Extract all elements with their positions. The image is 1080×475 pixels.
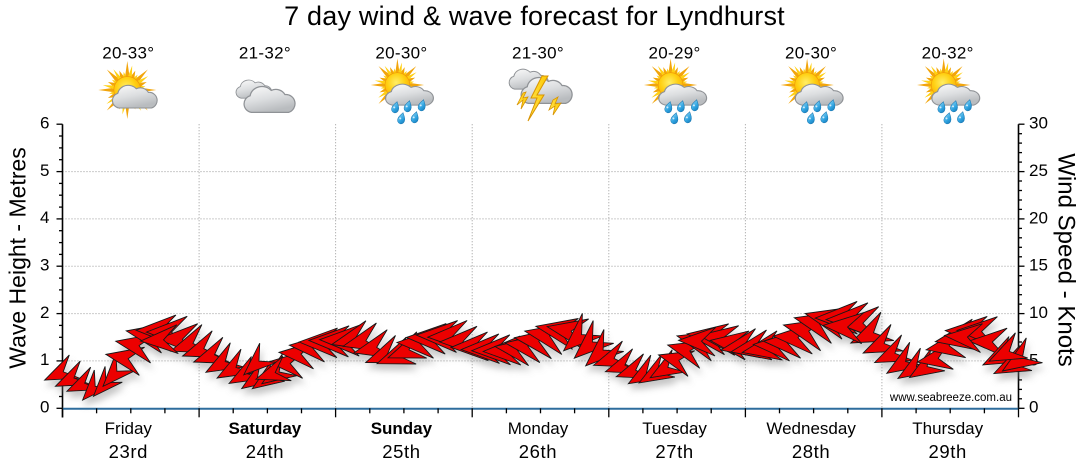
svg-text:29th: 29th	[928, 441, 966, 462]
svg-text:5: 5	[1029, 350, 1038, 369]
svg-text:20-29°: 20-29°	[649, 44, 701, 63]
svg-text:www.seabreeze.com.au: www.seabreeze.com.au	[889, 392, 1012, 404]
svg-text:20: 20	[1029, 208, 1048, 227]
svg-text:25th: 25th	[382, 441, 420, 462]
svg-text:3: 3	[40, 255, 49, 274]
svg-text:5: 5	[40, 161, 49, 180]
svg-text:27th: 27th	[655, 441, 693, 462]
svg-text:23rd: 23rd	[109, 441, 148, 462]
svg-text:0: 0	[1029, 398, 1038, 417]
svg-text:Saturday: Saturday	[229, 419, 302, 438]
svg-text:Monday: Monday	[508, 419, 569, 438]
svg-text:1: 1	[40, 350, 49, 369]
svg-text:Wave Height - Metres: Wave Height - Metres	[5, 147, 31, 369]
svg-text:4: 4	[40, 208, 49, 227]
svg-text:21-32°: 21-32°	[239, 44, 291, 63]
svg-text:6: 6	[40, 113, 49, 132]
svg-text:28th: 28th	[792, 441, 830, 462]
svg-text:2: 2	[40, 303, 49, 322]
svg-text:20-30°: 20-30°	[375, 44, 427, 63]
svg-text:7 day wind & wave forecast for: 7 day wind & wave forecast for Lyndhurst	[284, 1, 785, 31]
svg-text:20-32°: 20-32°	[922, 44, 974, 63]
svg-text:Tuesday: Tuesday	[642, 419, 707, 438]
svg-text:24th: 24th	[246, 441, 284, 462]
svg-text:Wind Speed - Knots: Wind Speed - Knots	[1053, 153, 1080, 366]
svg-text:21-30°: 21-30°	[512, 44, 564, 63]
svg-text:Wednesday: Wednesday	[766, 419, 856, 438]
svg-text:26th: 26th	[519, 441, 557, 462]
svg-text:20-33°: 20-33°	[102, 44, 154, 63]
svg-text:Sunday: Sunday	[371, 419, 433, 438]
svg-text:Thursday: Thursday	[912, 419, 983, 438]
svg-text:Friday: Friday	[105, 419, 153, 438]
svg-text:15: 15	[1029, 256, 1048, 275]
svg-text:10: 10	[1029, 303, 1048, 322]
svg-text:30: 30	[1029, 114, 1048, 133]
svg-text:25: 25	[1029, 161, 1048, 180]
svg-text:0: 0	[40, 398, 49, 417]
svg-text:20-30°: 20-30°	[785, 44, 837, 63]
